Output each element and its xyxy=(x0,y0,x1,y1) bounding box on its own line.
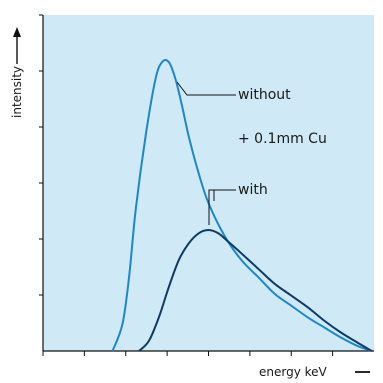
series-line-without xyxy=(111,58,373,352)
y-axis-label: intensity xyxy=(10,66,24,118)
x-axis-ticks xyxy=(42,351,334,356)
y-axis-arrowhead xyxy=(13,27,21,37)
series-line-with xyxy=(138,229,373,352)
plot-background xyxy=(43,15,374,351)
series-layer xyxy=(111,58,373,352)
x-axis-label: energy keV xyxy=(259,365,328,379)
with-label: with xyxy=(238,182,268,198)
filter-note: + 0.1mm Cu xyxy=(238,131,327,147)
y-axis-ticks xyxy=(39,14,43,296)
without-label: without xyxy=(238,87,291,103)
without-leader-line xyxy=(176,81,236,96)
with-leader-line xyxy=(208,189,236,225)
